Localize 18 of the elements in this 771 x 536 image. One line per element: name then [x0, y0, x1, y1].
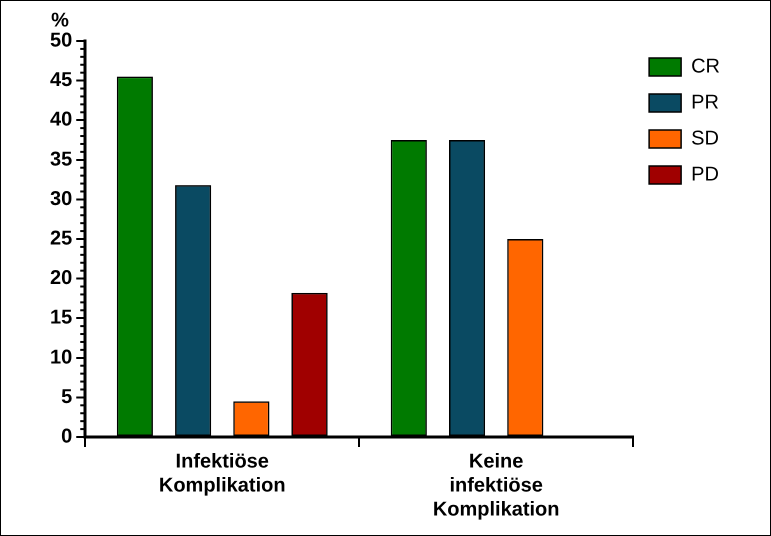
y-axis-title: % [51, 10, 70, 32]
x-tick-label: Infektiöse Komplikation [158, 450, 286, 497]
y-tick-label: 15 [50, 306, 72, 329]
x-tick-label: Keine infektiöse Komplikation [432, 450, 560, 521]
y-tick-label: 50 [50, 30, 72, 52]
legend-label: PD [691, 164, 719, 186]
y-tick-label: 25 [50, 228, 72, 250]
legend-label: PR [691, 92, 719, 114]
legend-label: SD [691, 128, 719, 150]
y-tick-label: 30 [50, 188, 72, 210]
y-tick-label: 5 [61, 386, 72, 408]
y-tick-label: 45 [50, 69, 72, 92]
y-tick-label: 40 [50, 108, 72, 131]
y-tick-label: 35 [50, 148, 72, 170]
y-tick-label: 0 [61, 426, 72, 448]
legend-label: CR [691, 56, 720, 78]
y-tick-label: 10 [50, 346, 72, 368]
y-tick-label: 20 [50, 267, 72, 290]
